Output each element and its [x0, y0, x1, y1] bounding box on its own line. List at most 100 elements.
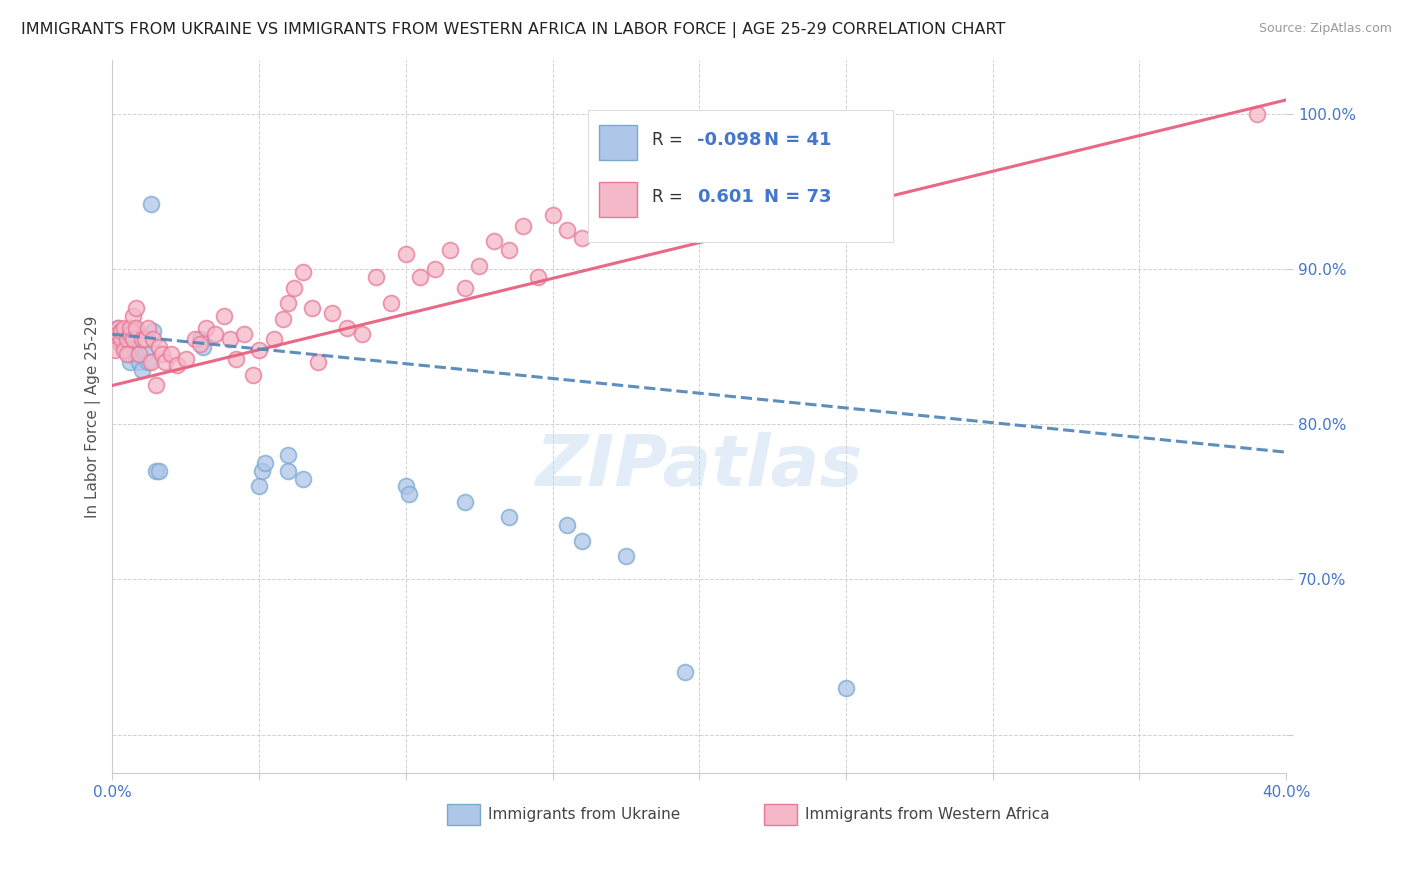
Point	[395, 479, 418, 493]
Point	[233, 327, 256, 342]
Text: ZIPatlas: ZIPatlas	[536, 432, 863, 501]
Point	[218, 332, 240, 346]
Point	[336, 321, 359, 335]
Text: 0.601: 0.601	[697, 188, 754, 206]
Point	[835, 681, 858, 695]
Point	[541, 208, 564, 222]
Point	[125, 347, 148, 361]
Point	[136, 321, 159, 335]
Point	[283, 281, 305, 295]
Point	[112, 343, 135, 357]
Bar	[447, 804, 479, 825]
Point	[118, 321, 141, 335]
Point	[125, 301, 148, 315]
Point	[673, 665, 696, 680]
Point	[112, 321, 135, 335]
Point	[527, 269, 550, 284]
FancyBboxPatch shape	[588, 110, 893, 242]
Point	[242, 368, 264, 382]
Text: N = 41: N = 41	[763, 131, 831, 149]
Point	[395, 246, 418, 260]
Point	[145, 464, 167, 478]
Point	[110, 332, 132, 346]
Point	[122, 340, 145, 354]
Point	[104, 343, 127, 357]
Point	[658, 172, 681, 186]
Point	[107, 321, 129, 335]
Point	[292, 265, 315, 279]
Point	[142, 332, 165, 346]
Point	[131, 332, 153, 346]
Point	[174, 352, 197, 367]
Point	[277, 448, 299, 462]
Point	[145, 378, 167, 392]
Point	[409, 269, 432, 284]
Text: Immigrants from Ukraine: Immigrants from Ukraine	[488, 807, 681, 822]
Point	[350, 327, 373, 342]
Point	[122, 332, 145, 346]
Point	[614, 549, 637, 563]
Point	[301, 301, 323, 315]
Point	[128, 355, 150, 369]
Point	[166, 358, 188, 372]
Point	[104, 332, 127, 346]
Point	[212, 309, 235, 323]
Point	[142, 324, 165, 338]
Point	[204, 327, 226, 342]
Point	[115, 332, 138, 346]
Text: -0.098: -0.098	[697, 131, 762, 149]
Point	[263, 332, 285, 346]
Point	[110, 336, 132, 351]
Text: R =: R =	[652, 188, 693, 206]
Point	[630, 192, 652, 206]
Point	[107, 327, 129, 342]
Point	[190, 332, 212, 346]
Point	[195, 321, 218, 335]
Point	[118, 327, 141, 342]
Y-axis label: In Labor Force | Age 25-29: In Labor Force | Age 25-29	[86, 315, 101, 517]
Bar	[599, 182, 637, 217]
Point	[190, 336, 212, 351]
Point	[250, 464, 273, 478]
Point	[453, 495, 475, 509]
Point	[277, 464, 299, 478]
Point	[193, 340, 215, 354]
Point	[247, 343, 270, 357]
Point	[115, 343, 138, 357]
Point	[571, 231, 593, 245]
Point	[398, 487, 420, 501]
Point	[717, 145, 740, 160]
Point	[512, 219, 534, 233]
Bar	[763, 804, 797, 825]
Point	[110, 324, 132, 338]
Point	[104, 324, 127, 338]
Point	[160, 347, 183, 361]
Point	[321, 305, 343, 319]
Point	[585, 200, 607, 214]
Point	[247, 479, 270, 493]
Point	[277, 296, 299, 310]
Point	[107, 321, 129, 335]
Point	[128, 347, 150, 361]
Point	[136, 355, 159, 369]
Point	[482, 234, 505, 248]
Point	[125, 321, 148, 335]
Point	[307, 355, 329, 369]
Point	[139, 197, 162, 211]
Point	[122, 321, 145, 335]
Point	[555, 518, 578, 533]
Point	[614, 177, 637, 191]
Point	[600, 192, 623, 206]
Point	[118, 347, 141, 361]
Point	[468, 259, 491, 273]
Point	[498, 244, 520, 258]
Point	[104, 332, 127, 346]
Point	[107, 327, 129, 342]
Point	[292, 471, 315, 485]
Point	[115, 347, 138, 361]
Point	[644, 169, 666, 183]
Point	[271, 311, 294, 326]
Text: IMMIGRANTS FROM UKRAINE VS IMMIGRANTS FROM WESTERN AFRICA IN LABOR FORCE | AGE 2: IMMIGRANTS FROM UKRAINE VS IMMIGRANTS FR…	[21, 22, 1005, 38]
Point	[225, 352, 247, 367]
Point	[148, 340, 170, 354]
